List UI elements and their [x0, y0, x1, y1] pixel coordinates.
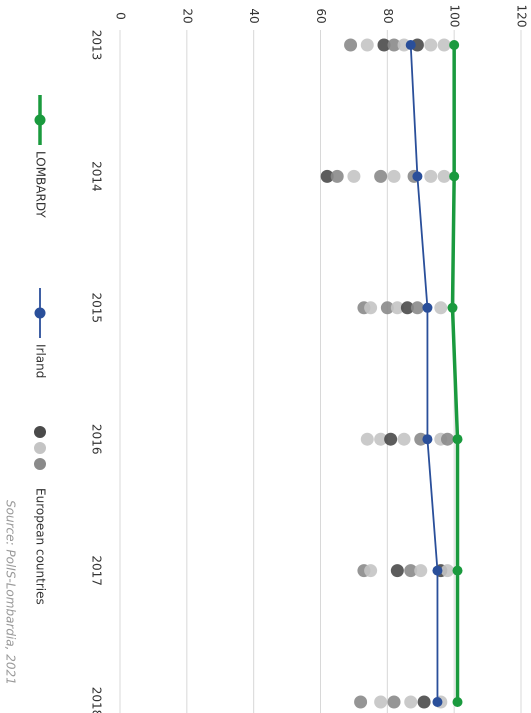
dot: [437, 38, 451, 52]
dot: [404, 695, 418, 709]
dot: [404, 564, 418, 578]
dot: [360, 38, 374, 52]
line: [409, 44, 439, 702]
point: [452, 697, 463, 707]
point: [432, 565, 443, 576]
legend-dot: [34, 426, 46, 438]
point: [405, 40, 416, 50]
dot: [374, 432, 388, 446]
dot: [377, 38, 391, 52]
point: [449, 171, 460, 182]
point: [412, 171, 423, 182]
dot: [397, 432, 411, 446]
point: [452, 434, 463, 445]
legend-dot: [34, 458, 46, 470]
dot: [374, 169, 388, 183]
legend-dot: [34, 307, 46, 319]
dot: [344, 38, 358, 52]
y-tick-label: 60: [314, 8, 328, 23]
dot: [354, 695, 368, 709]
dot: [424, 38, 438, 52]
y-tick-label: 80: [381, 8, 395, 23]
point: [422, 302, 433, 313]
x-tick-label: 2014: [90, 161, 104, 192]
source: Source: PolIS-Lombardia, 2021: [4, 500, 18, 685]
y-tick-label: 120: [515, 5, 529, 28]
dot: [417, 695, 431, 709]
x-tick-label: 2015: [90, 293, 104, 324]
dot: [347, 169, 361, 183]
dot: [390, 564, 404, 578]
x-tick-label: 2017: [90, 555, 104, 586]
dot: [320, 169, 334, 183]
point: [422, 434, 433, 445]
x-tick-label: 2018: [90, 687, 104, 713]
dot: [364, 301, 378, 315]
dot: [380, 301, 394, 315]
legend-dot: [34, 442, 46, 454]
legend-label: Irland: [34, 344, 48, 378]
dot: [374, 695, 388, 709]
dot: [384, 432, 398, 446]
dot: [414, 564, 428, 578]
point: [432, 697, 443, 707]
dot: [387, 38, 401, 52]
y-tick-label: 40: [247, 8, 261, 23]
dot: [440, 564, 454, 578]
legend-dot: [34, 114, 46, 126]
y-tick-label: 0: [114, 12, 128, 20]
dot: [410, 301, 424, 315]
point: [452, 565, 463, 576]
legend-label: European countries: [34, 488, 48, 605]
point: [449, 40, 460, 50]
legend-label: LOMBARDY: [34, 151, 48, 218]
dot: [437, 169, 451, 183]
dot: [440, 432, 454, 446]
dot: [387, 695, 401, 709]
dot: [434, 301, 448, 315]
x-tick-label: 2013: [90, 30, 104, 61]
y-tick-label: 100: [448, 5, 462, 28]
dot: [424, 169, 438, 183]
line: [450, 45, 460, 702]
dot: [400, 301, 414, 315]
dot: [330, 169, 344, 183]
x-tick-label: 2016: [90, 424, 104, 455]
y-tick-label: 20: [180, 8, 194, 23]
dot: [387, 169, 401, 183]
dot: [364, 564, 378, 578]
point: [447, 302, 458, 313]
dot: [360, 432, 374, 446]
dot: [390, 301, 404, 315]
